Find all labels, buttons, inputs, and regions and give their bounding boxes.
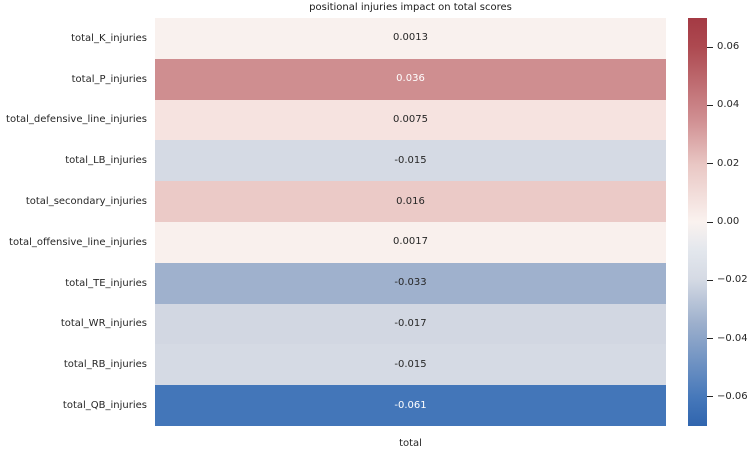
heatmap-cell: -0.017 bbox=[155, 303, 666, 345]
cell-annotation: -0.061 bbox=[394, 399, 427, 411]
colorbar-tick-label: −0.06 bbox=[717, 390, 748, 402]
colorbar-tick-mark bbox=[707, 104, 713, 106]
y-tick-label: total_LB_injuries bbox=[65, 155, 147, 167]
cell-annotation: -0.017 bbox=[394, 317, 427, 329]
y-tick-label: total_WR_injuries bbox=[60, 318, 147, 330]
heatmap-cell: -0.061 bbox=[155, 385, 666, 426]
colorbar-tick-label: 0.04 bbox=[717, 99, 740, 111]
colorbar-tick-mark bbox=[707, 396, 713, 398]
heatmap-cell: 0.0075 bbox=[155, 99, 666, 141]
y-tick-label: total_RB_injuries bbox=[63, 359, 147, 371]
colorbar-tick-mark bbox=[707, 338, 713, 340]
y-tick-label: total_P_injuries bbox=[71, 73, 147, 85]
colorbar-tick-mark bbox=[707, 163, 713, 165]
heatmap-cell: 0.016 bbox=[155, 181, 666, 222]
heatmap-cell: 0.0013 bbox=[155, 18, 666, 59]
y-axis-labels: total_K_injuries total_P_injuries total_de… bbox=[0, 18, 147, 426]
colorbar-tick-mark bbox=[707, 279, 713, 281]
y-tick-label: total_TE_injuries bbox=[65, 277, 147, 289]
cell-annotation: -0.015 bbox=[394, 358, 427, 370]
y-tick-label: total_offensive_line_injuries bbox=[9, 236, 147, 248]
cell-annotation: 0.016 bbox=[396, 195, 425, 207]
colorbar-tick-mark bbox=[707, 46, 713, 48]
colorbar-tick-label: 0.06 bbox=[717, 41, 740, 53]
cell-annotation: 0.0013 bbox=[393, 32, 428, 44]
heatmap-cell: -0.015 bbox=[155, 140, 666, 182]
cell-annotation: 0.0017 bbox=[393, 236, 428, 248]
colorbar-ticks: 0.06 0.04 0.02 0.00 −0.02 −0.04 −0.06 bbox=[707, 18, 752, 426]
heatmap-cell: 0.0017 bbox=[155, 221, 666, 263]
colorbar-tick-label: −0.02 bbox=[717, 274, 748, 286]
colorbar-tick-label: 0.02 bbox=[717, 157, 740, 169]
y-tick-label: total_K_injuries bbox=[71, 32, 147, 44]
cell-annotation: 0.036 bbox=[396, 73, 425, 85]
cell-annotation: -0.033 bbox=[394, 277, 427, 289]
y-tick-label: total_QB_injuries bbox=[62, 400, 147, 412]
colorbar-tick-mark bbox=[707, 221, 713, 223]
x-axis-label: total bbox=[399, 438, 422, 449]
cell-annotation: -0.015 bbox=[394, 154, 427, 166]
heatmap-cell: -0.015 bbox=[155, 344, 666, 386]
heatmap-cell: 0.036 bbox=[155, 58, 666, 100]
heatmap-cell: -0.033 bbox=[155, 262, 666, 304]
y-tick-label: total_defensive_line_injuries bbox=[6, 114, 147, 126]
cell-annotation: 0.0075 bbox=[393, 113, 428, 125]
y-tick-label: total_secondary_injuries bbox=[25, 196, 147, 208]
chart-title: positional injuries impact on total scor… bbox=[309, 2, 512, 13]
colorbar bbox=[688, 18, 707, 426]
colorbar-tick-label: 0.00 bbox=[717, 216, 740, 227]
colorbar-tick-label: −0.04 bbox=[717, 332, 748, 344]
heatmap-grid: 0.0013 0.036 0.0075 -0.015 0.016 0.0017 -0.033… bbox=[155, 18, 666, 426]
